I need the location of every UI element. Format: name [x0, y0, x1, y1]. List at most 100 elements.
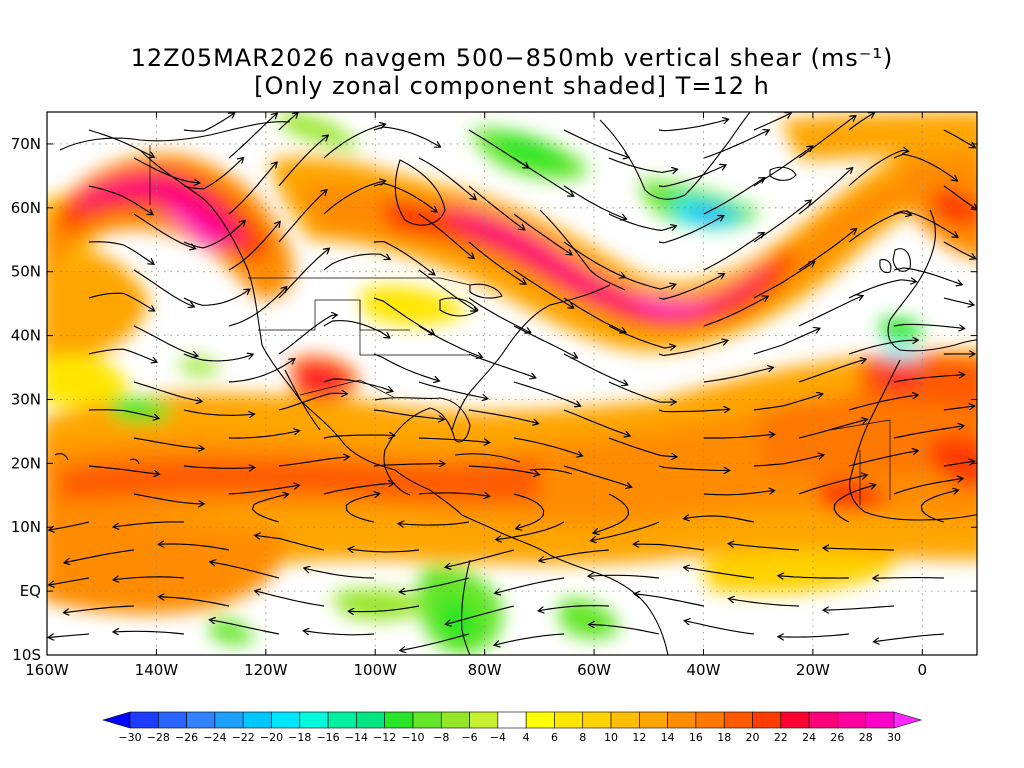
streamline	[589, 575, 659, 578]
streamline	[779, 576, 849, 578]
streamline	[824, 605, 894, 610]
streamline	[446, 549, 515, 567]
streamline	[513, 325, 577, 357]
streamline	[608, 157, 677, 172]
streamline	[159, 544, 230, 551]
streamline	[798, 296, 862, 327]
streamline	[468, 185, 524, 229]
streamline	[798, 475, 866, 495]
streamline	[183, 409, 254, 415]
colorbar-swatch	[384, 711, 414, 729]
streamline	[228, 163, 277, 215]
colorbar-swatch	[837, 711, 867, 729]
streamline	[278, 113, 298, 131]
colorbar-swatch	[610, 711, 640, 729]
shear-streamlines	[49, 113, 989, 650]
streamline	[513, 437, 582, 456]
lon-tick-label: 20W	[796, 661, 830, 679]
colorbar-swatch	[695, 711, 725, 729]
streamline	[256, 536, 325, 551]
colorbar-label: 14	[661, 731, 675, 744]
lon-tick-label: 0	[918, 661, 928, 679]
streamline	[50, 577, 89, 585]
streamline	[563, 129, 628, 157]
lat-tick-label: EQ	[20, 582, 41, 600]
colorbar-label: −8	[433, 731, 449, 744]
colorbar-label: −4	[490, 731, 506, 744]
colorbar-label: 18	[717, 731, 731, 744]
streamline	[114, 577, 184, 580]
streamline	[848, 280, 916, 299]
streamline	[211, 562, 280, 579]
streamline	[228, 485, 299, 495]
streamline	[418, 157, 476, 199]
streamline	[920, 490, 957, 523]
streamline	[373, 464, 444, 466]
colorbar-swatch	[497, 711, 527, 729]
colorbar-label: 10	[604, 731, 618, 744]
streamline	[133, 157, 199, 183]
streamline	[373, 297, 434, 334]
streamline	[943, 461, 974, 467]
streamline	[323, 181, 385, 215]
colorbar-label: −16	[316, 731, 339, 744]
streamline	[943, 129, 975, 147]
streamline	[833, 485, 875, 523]
colorbar-label: −28	[147, 731, 170, 744]
colorbar-label: 26	[830, 731, 844, 744]
streamline	[685, 621, 754, 635]
streamline	[658, 216, 723, 244]
colorbar-swatch	[412, 711, 442, 729]
streamline	[399, 522, 469, 525]
streamline	[183, 354, 252, 362]
streamline	[133, 437, 203, 449]
streamline	[608, 437, 676, 457]
streamline	[323, 483, 393, 495]
streamline	[753, 262, 814, 299]
colorbar-swatch	[327, 711, 357, 729]
streamline	[513, 269, 573, 308]
colorbar-label: 4	[523, 731, 530, 744]
map-gridlines	[47, 112, 977, 655]
streamline	[893, 153, 957, 180]
streamline	[729, 544, 799, 551]
lat-tick-label: 40N	[11, 327, 41, 345]
streamline	[349, 549, 419, 552]
chart-title-line2: [Only zonal component shaded] T=12 h	[254, 72, 770, 100]
streamline	[590, 625, 660, 635]
streamline	[594, 493, 629, 533]
streamline	[634, 544, 704, 551]
colorbar-label: −30	[118, 731, 141, 744]
chart-title-line1: 12Z05MAR2026 navgem 500−850mb vertical s…	[130, 44, 894, 72]
streamline	[228, 222, 280, 271]
streamline	[513, 157, 573, 196]
streamline	[513, 381, 580, 406]
streamline	[703, 297, 768, 327]
streamline	[779, 634, 849, 637]
streamline	[349, 605, 420, 612]
streamline	[88, 409, 158, 418]
colorbar-label: −10	[401, 731, 424, 744]
streamline	[848, 113, 874, 131]
streamline	[893, 267, 961, 285]
colorbar-swatch	[554, 711, 584, 729]
streamline	[183, 290, 249, 306]
streamline	[468, 241, 525, 284]
colorbar-swatch	[440, 711, 470, 729]
streamline	[114, 521, 184, 527]
streamline	[323, 435, 394, 438]
streamline	[278, 136, 328, 187]
colorbar-label: 8	[579, 731, 586, 744]
colorbar-label: 16	[689, 731, 703, 744]
streamline	[278, 393, 346, 411]
streamline	[563, 409, 629, 436]
streamline	[373, 353, 439, 381]
colorbar: −30 −28 −26 −24 −22 −20 −18 −16 −14 −12 −10 −8 −6 −4 4…	[101, 711, 923, 744]
streamline	[323, 378, 392, 391]
streamline	[513, 493, 545, 529]
streamline	[496, 577, 564, 593]
colorbar-swatch	[157, 711, 187, 729]
streamline	[658, 465, 729, 470]
streamline	[893, 426, 963, 439]
